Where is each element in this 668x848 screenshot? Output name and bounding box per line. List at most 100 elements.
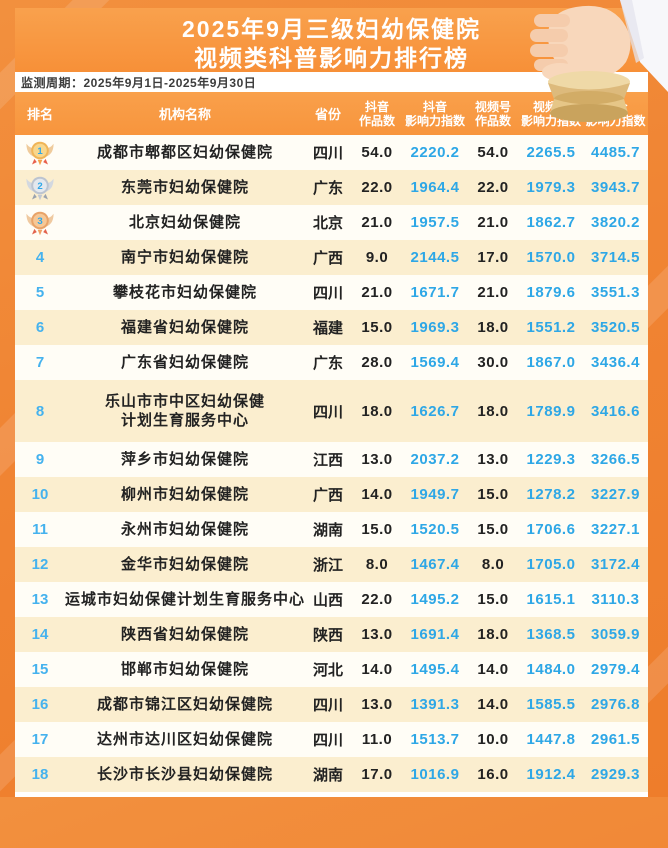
province: 四川 xyxy=(312,732,343,749)
composite-influence-index: 3714.5 xyxy=(591,249,640,266)
col-header-rank: 排名 xyxy=(26,107,53,122)
table-row: 3 北京妇幼保健院 北京 21.0 1957.5 21.0 1862.7 382… xyxy=(15,205,648,240)
col-header-sph-works: 视频号 作品数 xyxy=(474,99,511,128)
rank-number: 11 xyxy=(32,521,48,538)
table-header-row: 排名 机构名称 省份 抖音 作品数 抖音 影响力指数 视频号 作品数 视频号 影… xyxy=(15,92,648,135)
sph-works-count: 15.0 xyxy=(477,591,509,608)
col-header-douyin-works: 抖音 作品数 xyxy=(358,99,395,128)
province: 江西 xyxy=(312,452,343,469)
silver-medal-icon: 2 xyxy=(24,173,56,202)
sph-works-count: 15.0 xyxy=(477,521,509,538)
sph-influence-index: 1278.2 xyxy=(526,486,576,503)
douyin-works-count: 15.0 xyxy=(361,319,393,336)
douyin-works-count: 21.0 xyxy=(361,284,393,301)
province: 广西 xyxy=(312,250,343,267)
douyin-influence-index: 1957.5 xyxy=(410,214,460,231)
svg-text:1: 1 xyxy=(37,146,43,157)
composite-influence-index: 3416.6 xyxy=(591,402,640,420)
table-row: 15 邯郸市妇幼保健院 河北 14.0 1495.4 14.0 1484.0 2… xyxy=(15,652,648,687)
col-header-sph-index: 视频号 影响力指数 xyxy=(520,99,581,128)
sph-influence-index: 1447.8 xyxy=(526,731,576,748)
sph-influence-index: 2265.5 xyxy=(526,144,576,161)
composite-influence-index: 3943.7 xyxy=(591,179,640,196)
col-header-composite-index: 综合 影响力指数 xyxy=(585,99,646,128)
douyin-works-count: 14.0 xyxy=(361,661,393,678)
sph-influence-index: 1867.0 xyxy=(526,354,576,371)
douyin-works-count: 13.0 xyxy=(361,626,393,643)
rank-number: 15 xyxy=(31,661,49,678)
table-row: 12 金华市妇幼保健院 浙江 8.0 1467.4 8.0 1705.0 317… xyxy=(15,547,648,582)
douyin-influence-index: 1969.3 xyxy=(410,319,460,336)
table-row: 17 达州市达川区妇幼保健院 四川 11.0 1513.7 10.0 1447.… xyxy=(15,722,648,757)
sph-influence-index: 1229.3 xyxy=(526,451,576,468)
sph-works-count: 18.0 xyxy=(477,402,509,420)
rank-cell: 9 xyxy=(15,451,65,468)
douyin-works-count: 54.0 xyxy=(361,144,393,161)
table-row: 6 福建省妇幼保健院 福建 15.0 1969.3 18.0 1551.2 35… xyxy=(15,310,648,345)
province: 广东 xyxy=(312,180,343,197)
province: 山西 xyxy=(312,592,343,609)
rank-cell: 14 xyxy=(15,626,65,643)
table-row: 10 柳州市妇幼保健院 广西 14.0 1949.7 15.0 1278.2 3… xyxy=(15,477,648,512)
footer-strip xyxy=(15,792,648,797)
institution-name: 柳州市妇幼保健院 xyxy=(120,486,249,503)
col-header-douyin-index: 抖音 影响力指数 xyxy=(404,99,465,128)
province: 四川 xyxy=(312,285,343,302)
douyin-works-count: 22.0 xyxy=(361,179,393,196)
douyin-influence-index: 1513.7 xyxy=(410,731,460,748)
sph-works-count: 15.0 xyxy=(477,486,509,503)
douyin-influence-index: 1495.2 xyxy=(410,591,460,608)
sph-works-count: 14.0 xyxy=(477,696,509,713)
institution-name: 南宁市妇幼保健院 xyxy=(120,249,249,266)
col-header-name: 机构名称 xyxy=(158,107,211,122)
douyin-works-count: 9.0 xyxy=(365,249,389,266)
institution-name: 福建省妇幼保健院 xyxy=(120,319,249,336)
sph-influence-index: 1879.6 xyxy=(526,284,576,301)
sph-works-count: 17.0 xyxy=(477,249,509,266)
page-title-line1: 2025年9月三级妇幼保健院 xyxy=(182,16,481,42)
douyin-influence-index: 1569.4 xyxy=(410,354,460,371)
rank-cell: 16 xyxy=(15,696,65,713)
monitor-period-strip: 监测周期：2025年9月1日-2025年9月30日 xyxy=(15,72,648,92)
composite-influence-index: 3059.9 xyxy=(591,626,640,643)
composite-influence-index: 3436.4 xyxy=(591,354,640,371)
douyin-influence-index: 2037.2 xyxy=(410,451,460,468)
rank-cell: 11 xyxy=(15,521,65,538)
title-banner: 2025年9月三级妇幼保健院 视频类科普影响力排行榜 xyxy=(15,8,648,72)
province: 四川 xyxy=(312,403,343,421)
page-title-line2: 视频类科普影响力排行榜 xyxy=(194,45,469,71)
province: 湖南 xyxy=(312,522,343,539)
douyin-works-count: 13.0 xyxy=(361,696,393,713)
composite-influence-index: 2976.8 xyxy=(591,696,640,713)
rank-cell: 7 xyxy=(15,354,65,371)
composite-influence-index: 2961.5 xyxy=(591,731,640,748)
composite-influence-index: 3110.3 xyxy=(591,591,640,608)
composite-influence-index: 2929.3 xyxy=(591,766,640,783)
composite-influence-index: 3227.1 xyxy=(591,521,640,538)
svg-text:2: 2 xyxy=(37,181,42,192)
rank-cell: 13 xyxy=(15,591,65,608)
composite-influence-index: 3172.4 xyxy=(591,556,640,573)
rank-cell: 5 xyxy=(15,284,65,301)
rank-number: 8 xyxy=(35,402,45,420)
ranking-poster: { "page": { "title_line1": "2025年9月三级妇幼保… xyxy=(0,0,668,797)
douyin-works-count: 17.0 xyxy=(361,766,393,783)
table-row: 9 萍乡市妇幼保健院 江西 13.0 2037.2 13.0 1229.3 32… xyxy=(15,442,648,477)
province: 浙江 xyxy=(312,557,343,574)
institution-name: 金华市妇幼保健院 xyxy=(120,556,249,573)
rank-cell: 4 xyxy=(15,249,65,266)
composite-influence-index: 3820.2 xyxy=(591,214,640,231)
province: 福建 xyxy=(312,320,343,337)
sph-works-count: 18.0 xyxy=(477,319,509,336)
rank-number: 7 xyxy=(35,354,45,371)
table-row: 16 成都市锦江区妇幼保健院 四川 13.0 1391.3 14.0 1585.… xyxy=(15,687,648,722)
douyin-works-count: 28.0 xyxy=(361,354,393,371)
institution-name: 永州市妇幼保健院 xyxy=(120,521,249,538)
douyin-influence-index: 1671.7 xyxy=(410,284,460,301)
sph-influence-index: 1615.1 xyxy=(526,591,576,608)
sph-influence-index: 1789.9 xyxy=(526,402,576,420)
ranking-card: 2025年9月三级妇幼保健院 视频类科普影响力排行榜 监测周期：2025年9月1… xyxy=(15,8,648,797)
douyin-influence-index: 2144.5 xyxy=(410,249,460,266)
svg-text:3: 3 xyxy=(37,216,42,227)
douyin-works-count: 13.0 xyxy=(361,451,393,468)
